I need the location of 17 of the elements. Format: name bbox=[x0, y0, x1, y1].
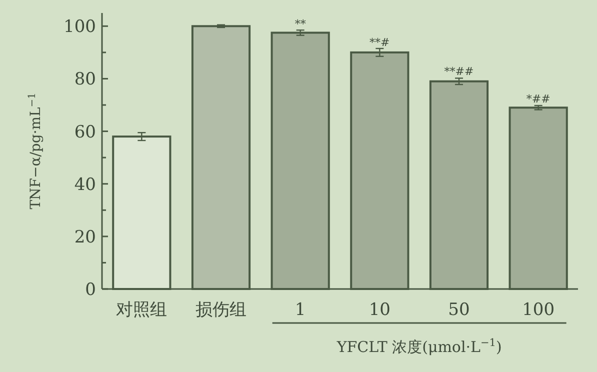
x-tick-label: 10 bbox=[368, 300, 390, 320]
annotation: ** bbox=[294, 17, 306, 30]
x-tick-label: 50 bbox=[448, 300, 470, 320]
y-tick-label: 100 bbox=[64, 17, 96, 38]
x-tick-label: 对照组 bbox=[116, 300, 168, 320]
annotation: **## bbox=[444, 64, 474, 78]
annotation: *## bbox=[526, 92, 550, 106]
y-tick-label: 60 bbox=[74, 122, 96, 142]
x-tick-label: 损伤组 bbox=[196, 300, 246, 320]
x-tick-label: 1 bbox=[294, 300, 306, 320]
y-tick-label: 40 bbox=[74, 174, 96, 195]
x-axis-title: YFCLT 浓度(μmol·L$^{−1}$) bbox=[336, 337, 502, 356]
y-tick-label: 20 bbox=[74, 227, 96, 248]
annotation: **# bbox=[370, 36, 390, 49]
x-tick-label: 100 bbox=[522, 300, 555, 320]
y-tick-label: 80 bbox=[74, 70, 96, 90]
y-tick-label: 0 bbox=[85, 280, 96, 300]
